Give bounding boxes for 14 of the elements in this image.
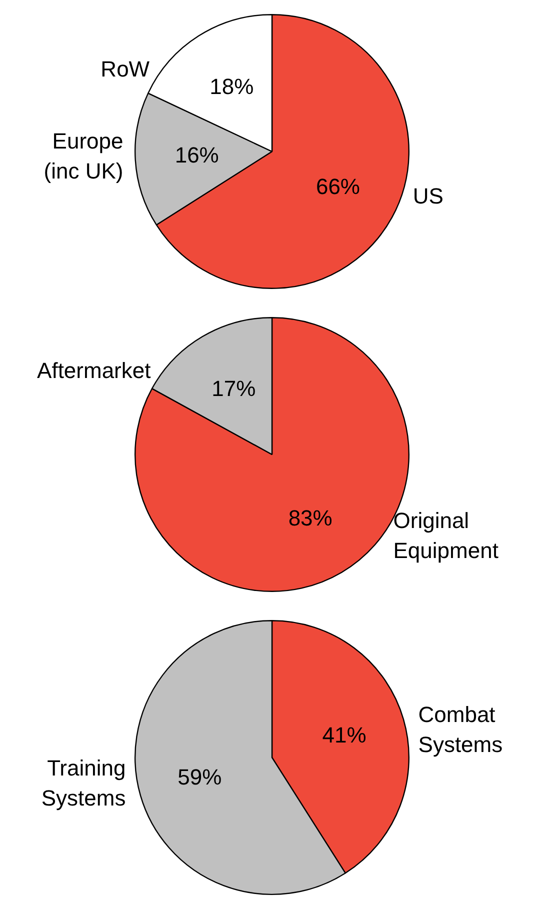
slice-label: Aftermarket	[37, 358, 151, 384]
slice-label: US	[412, 184, 444, 209]
slice-label: RoW	[100, 56, 150, 82]
data-label: 17%	[212, 376, 256, 401]
data-label: 59%	[178, 764, 222, 790]
slice-label: Combat Systems	[418, 702, 503, 757]
data-label: 66%	[316, 174, 360, 199]
data-label: 41%	[322, 722, 366, 748]
data-label: 18%	[210, 74, 254, 99]
slice-label: Original Equipment	[393, 508, 498, 564]
slice-label: Europe (inc UK)	[44, 128, 124, 184]
data-label: 83%	[288, 505, 332, 530]
slice-label: Training Systems	[41, 755, 126, 810]
data-label: 16%	[174, 142, 219, 168]
